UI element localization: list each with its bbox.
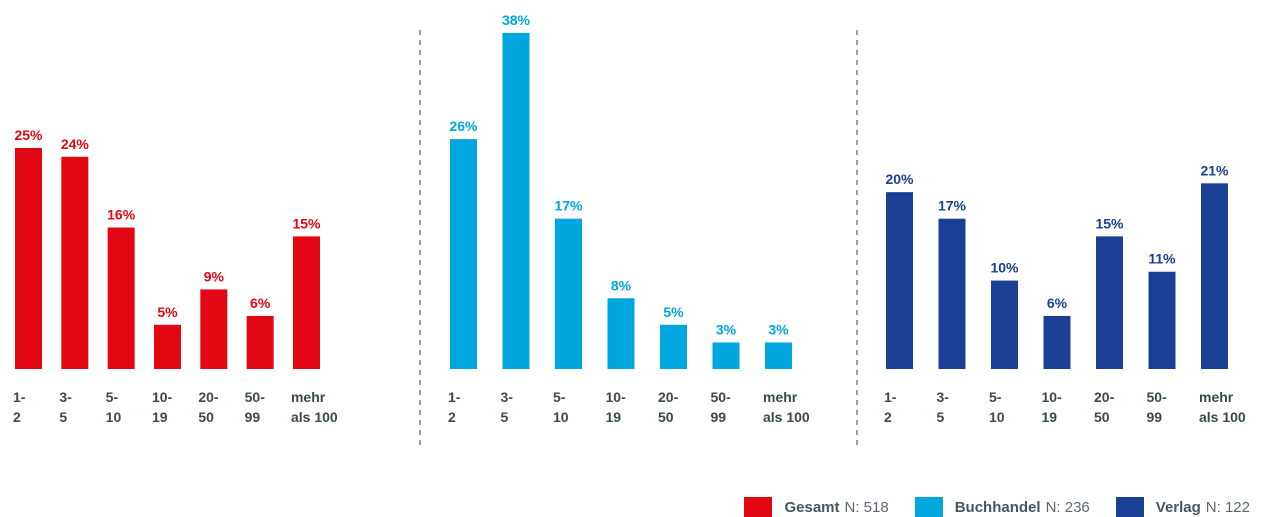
value-label-gesamt-1: 25% — [14, 127, 43, 143]
category-label-verlag-1-line2: 2 — [884, 409, 892, 425]
bar-buchhandel-7 — [765, 342, 792, 369]
category-label-buchhandel-6-line1: 50- — [711, 389, 732, 405]
category-label-gesamt-1-line2: 2 — [13, 409, 21, 425]
category-label-verlag-7-line1: mehr — [1199, 389, 1234, 405]
category-label-gesamt-7-line2: als 100 — [291, 409, 338, 425]
value-label-verlag-7: 21% — [1200, 162, 1229, 178]
legend-swatch-gesamt — [744, 497, 773, 517]
value-label-gesamt-6: 6% — [250, 295, 271, 311]
bar-buchhandel-5 — [660, 324, 687, 369]
bar-gesamt-7 — [292, 236, 320, 369]
legend-label-gesamt: Gesamt — [784, 498, 840, 516]
legend-swatch-verlag — [1115, 497, 1144, 517]
category-label-buchhandel-1-line1: 1- — [448, 389, 461, 405]
bar-verlag-6 — [1148, 271, 1176, 369]
bar-buchhandel-6 — [712, 342, 740, 369]
category-label-buchhandel-5-line1: 20- — [658, 389, 679, 405]
category-label-buchhandel-1-line2: 2 — [448, 409, 456, 425]
bar-buchhandel-2 — [502, 33, 530, 369]
value-label-buchhandel-4: 8% — [611, 277, 632, 293]
category-label-verlag-3-line1: 5- — [989, 389, 1002, 405]
category-label-gesamt-5-line1: 20- — [198, 389, 219, 405]
bar-verlag-1 — [886, 192, 913, 369]
value-label-verlag-5: 15% — [1095, 215, 1124, 231]
value-label-buchhandel-3: 17% — [554, 198, 583, 214]
category-label-verlag-6-line2: 99 — [1147, 409, 1163, 425]
category-label-buchhandel-6-line2: 99 — [711, 409, 727, 425]
legend-n-gesamt: N: 518 — [844, 498, 889, 516]
category-label-gesamt-3-line1: 5- — [106, 389, 119, 405]
category-label-verlag-5-line2: 50 — [1094, 409, 1110, 425]
category-label-buchhandel-2-line2: 5 — [501, 409, 509, 425]
value-label-buchhandel-7: 3% — [768, 321, 789, 337]
category-label-gesamt-6-line1: 50- — [245, 389, 266, 405]
category-label-verlag-6-line1: 50- — [1147, 389, 1168, 405]
category-label-verlag-5-line1: 20- — [1094, 389, 1115, 405]
category-label-verlag-2-line1: 3- — [937, 389, 950, 405]
legend: Gesamt N: 518 Buchhandel N: 236 Verlag N… — [744, 497, 1250, 517]
category-label-gesamt-3-line2: 10 — [106, 409, 122, 425]
category-label-verlag-4-line2: 19 — [1042, 409, 1058, 425]
category-label-buchhandel-4-line1: 10- — [606, 389, 627, 405]
bar-gesamt-2 — [61, 156, 89, 369]
category-label-gesamt-2-line1: 3- — [59, 389, 72, 405]
category-label-buchhandel-4-line2: 19 — [606, 409, 622, 425]
bar-verlag-2 — [938, 218, 966, 369]
bar-gesamt-3 — [107, 227, 135, 369]
legend-label-verlag: Verlag — [1155, 498, 1201, 516]
category-label-buchhandel-7-line2: als 100 — [763, 409, 810, 425]
bar-gesamt-1 — [15, 147, 42, 369]
value-label-gesamt-4: 5% — [157, 304, 178, 320]
bar-verlag-5 — [1096, 236, 1123, 369]
category-label-gesamt-1-line1: 1- — [13, 389, 26, 405]
value-label-verlag-1: 20% — [885, 171, 914, 187]
bar-buchhandel-1 — [450, 139, 477, 369]
value-label-gesamt-5: 9% — [204, 268, 225, 284]
value-label-buchhandel-2: 38% — [502, 12, 531, 28]
category-label-buchhandel-7-line1: mehr — [763, 389, 798, 405]
legend-item-gesamt: Gesamt N: 518 — [744, 497, 889, 517]
bar-gesamt-4 — [153, 324, 181, 369]
category-label-gesamt-4-line2: 19 — [152, 409, 168, 425]
value-label-buchhandel-5: 5% — [663, 304, 684, 320]
category-label-gesamt-2-line2: 5 — [59, 409, 67, 425]
bar-verlag-7 — [1201, 183, 1228, 369]
category-label-buchhandel-5-line2: 50 — [658, 409, 674, 425]
bar-buchhandel-4 — [607, 298, 635, 369]
value-label-verlag-2: 17% — [938, 198, 967, 214]
category-label-gesamt-7-line1: mehr — [291, 389, 326, 405]
legend-item-verlag: Verlag N: 122 — [1115, 497, 1250, 517]
category-label-buchhandel-3-line2: 10 — [553, 409, 569, 425]
bar-verlag-3 — [991, 280, 1018, 369]
bar-gesamt-5 — [200, 289, 228, 369]
category-label-buchhandel-3-line1: 5- — [553, 389, 566, 405]
category-label-gesamt-6-line2: 99 — [245, 409, 261, 425]
legend-swatch-buchhandel — [914, 497, 943, 517]
category-label-gesamt-5-line2: 50 — [198, 409, 214, 425]
category-label-verlag-2-line2: 5 — [937, 409, 945, 425]
legend-label-buchhandel: Buchhandel — [954, 498, 1041, 516]
value-label-verlag-3: 10% — [990, 260, 1019, 276]
category-label-verlag-4-line1: 10- — [1042, 389, 1063, 405]
bar-buchhandel-3 — [555, 218, 582, 369]
legend-n-verlag: N: 122 — [1205, 498, 1250, 516]
bar-gesamt-6 — [246, 315, 274, 369]
category-label-gesamt-4-line1: 10- — [152, 389, 173, 405]
category-label-verlag-3-line2: 10 — [989, 409, 1005, 425]
category-label-verlag-1-line1: 1- — [884, 389, 897, 405]
legend-item-buchhandel: Buchhandel N: 236 — [914, 497, 1090, 517]
value-label-gesamt-3: 16% — [107, 207, 136, 223]
value-label-gesamt-2: 24% — [61, 136, 90, 152]
category-label-buchhandel-2-line1: 3- — [501, 389, 514, 405]
value-label-verlag-4: 6% — [1047, 295, 1068, 311]
value-label-gesamt-7: 15% — [292, 215, 321, 231]
category-label-verlag-7-line2: als 100 — [1199, 409, 1246, 425]
value-label-verlag-6: 11% — [1148, 251, 1176, 267]
legend-n-buchhandel: N: 236 — [1045, 498, 1090, 516]
value-label-buchhandel-1: 26% — [449, 118, 478, 134]
value-label-buchhandel-6: 3% — [716, 321, 737, 337]
bar-verlag-4 — [1043, 315, 1071, 369]
